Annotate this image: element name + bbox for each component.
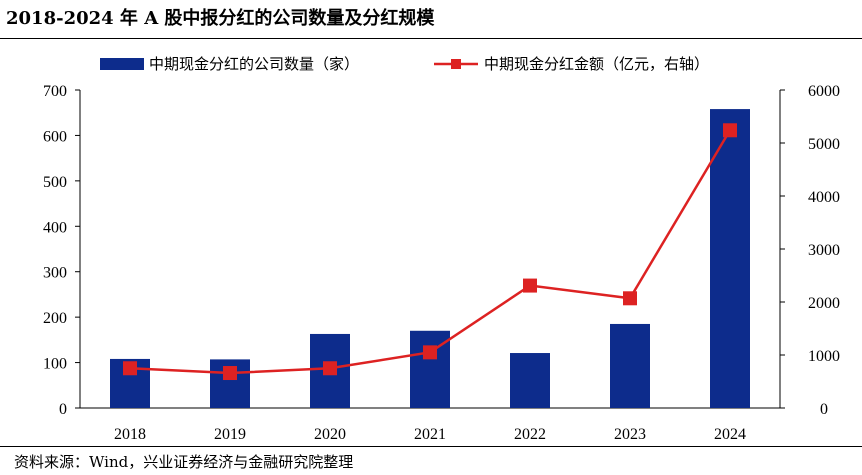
source-note: 资料来源：Wind，兴业证券经济与金融研究院整理 bbox=[14, 453, 354, 471]
line-point bbox=[123, 361, 137, 376]
y-tick-label-right: 3000 bbox=[808, 242, 840, 259]
legend-swatch-marker bbox=[451, 59, 461, 69]
bar bbox=[710, 109, 750, 408]
combo-chart: 中期现金分红的公司数量（家） 中期现金分红金额（亿元，右轴） 0 100 200 30… bbox=[43, 55, 840, 443]
bar-series bbox=[110, 109, 750, 408]
y-tick-label-left: 200 bbox=[43, 310, 67, 327]
x-tick-label: 2019 bbox=[214, 426, 246, 443]
y-tick-label-left: 0 bbox=[59, 401, 67, 418]
y-tick-label-right: 4000 bbox=[808, 189, 840, 206]
x-tick-label: 2018 bbox=[114, 426, 146, 443]
line-series bbox=[123, 123, 737, 381]
x-tick-label: 2022 bbox=[514, 426, 546, 443]
line-point bbox=[323, 361, 337, 376]
x-tick-label: 2024 bbox=[714, 426, 746, 443]
chart-title: 2018-2024 年 A 股中报分红的公司数量及分红规模 bbox=[6, 8, 435, 29]
line-point bbox=[523, 278, 537, 293]
legend-label-line: 中期现金分红金额（亿元，右轴） bbox=[484, 55, 709, 73]
footer-divider bbox=[0, 446, 862, 447]
x-tick-label: 2021 bbox=[414, 426, 446, 443]
y-tick-label-right: 6000 bbox=[808, 83, 840, 100]
axes: 0 100 200 300 400 500 600 700 0 1000 2000 3000 4000 5… bbox=[43, 83, 840, 443]
y-tick-label-left: 600 bbox=[43, 128, 67, 145]
line-point bbox=[223, 366, 237, 381]
y-tick-label-left: 300 bbox=[43, 265, 67, 282]
legend-label-bar: 中期现金分红的公司数量（家） bbox=[149, 55, 359, 73]
line-point bbox=[423, 345, 437, 360]
x-tick-label: 2020 bbox=[314, 426, 346, 443]
line-point bbox=[623, 291, 637, 306]
y-tick-label-right: 5000 bbox=[808, 136, 840, 153]
x-tick-label: 2023 bbox=[614, 426, 646, 443]
y-tick-label-left: 700 bbox=[43, 83, 67, 100]
bar bbox=[510, 353, 550, 408]
title-divider bbox=[0, 38, 862, 39]
y-tick-label-left: 500 bbox=[43, 174, 67, 191]
legend-swatch-bar bbox=[100, 58, 144, 70]
y-tick-label-right: 1000 bbox=[808, 348, 840, 365]
bar bbox=[610, 323, 650, 408]
y-tick-label-right: 2000 bbox=[808, 295, 840, 312]
y-tick-label-right: 0 bbox=[820, 401, 828, 418]
y-tick-label-left: 100 bbox=[43, 356, 67, 373]
line-point bbox=[723, 123, 737, 138]
y-tick-label-left: 400 bbox=[43, 219, 67, 236]
legend: 中期现金分红的公司数量（家） 中期现金分红金额（亿元，右轴） bbox=[100, 55, 709, 73]
